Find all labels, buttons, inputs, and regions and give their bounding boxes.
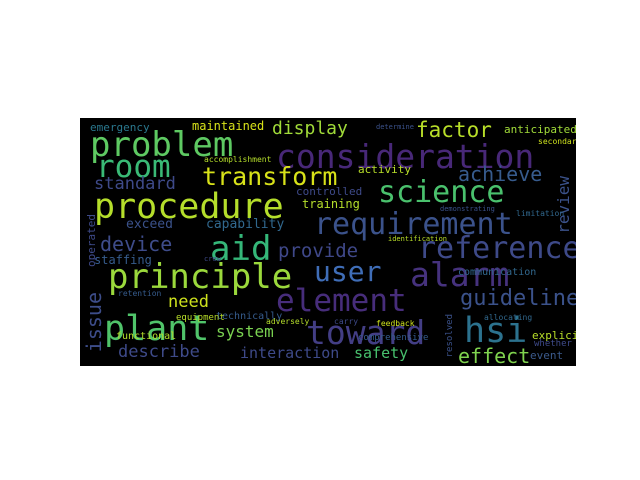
word-adversely: adversely: [266, 317, 310, 326]
word-crew: crew: [204, 255, 221, 263]
word-principle: principle: [108, 257, 293, 297]
word-guideline: guideline: [460, 286, 576, 311]
word-staffing: staffing: [94, 253, 152, 267]
word-science: science: [378, 175, 505, 210]
word-plant: plant: [104, 309, 210, 349]
word-identification: identification: [388, 235, 448, 243]
word-element: element: [276, 283, 407, 319]
word-equipment: equipment: [176, 313, 225, 323]
word-event: event: [530, 349, 564, 362]
word-describe: describe: [118, 342, 200, 362]
word-activity: activity: [358, 163, 411, 176]
word-resolved: resolved: [445, 314, 455, 358]
word-hsi: hsi: [464, 311, 528, 351]
word-feedback: feedback: [376, 319, 415, 328]
word-issue: issue: [82, 292, 106, 353]
word-communication: communication: [458, 267, 537, 278]
word-factor: factor: [416, 118, 492, 142]
word-reference: reference: [418, 231, 576, 266]
word-display: display: [272, 118, 348, 139]
word-whether: whether: [534, 339, 572, 349]
word-device: device: [100, 232, 173, 256]
word-room: room: [96, 149, 171, 185]
word-cloud: consideration problem room transform pro…: [80, 118, 576, 366]
word-demonstrating: demonstrating: [440, 205, 495, 213]
word-maintained: maintained: [192, 119, 265, 133]
word-transform: transform: [202, 162, 338, 191]
word-achieve: achieve: [458, 162, 543, 186]
word-review: review: [554, 176, 573, 234]
word-consideration: consideration: [276, 137, 535, 176]
word-comprehensive: comprehensive: [358, 333, 429, 343]
word-operated: operated: [85, 214, 98, 267]
word-toward: toward: [306, 313, 426, 352]
word-accomplishment: accomplishment: [204, 155, 272, 164]
word-anticipated: anticipated: [504, 123, 576, 136]
word-safety: safety: [354, 344, 409, 362]
word-aid: aid: [210, 229, 272, 269]
word-determine: determine: [376, 123, 414, 131]
word-procedure: procedure: [94, 187, 284, 227]
word-interaction: interaction: [240, 344, 340, 362]
word-capability: capability: [206, 217, 285, 232]
word-provide: provide: [278, 240, 359, 262]
word-user: user: [314, 255, 382, 288]
word-emergency: emergency: [90, 121, 150, 134]
word-standard: standard: [94, 174, 176, 194]
word-allocating: allocating: [484, 313, 533, 322]
word-functional: functional: [116, 331, 177, 342]
word-technically: technically: [216, 311, 283, 322]
word-system: system: [216, 322, 274, 341]
word-alarm: alarm: [410, 255, 510, 294]
word-secondary: secondary: [538, 137, 576, 146]
word-exceed: exceed: [126, 217, 173, 232]
word-need: need: [168, 292, 209, 312]
word-problem: problem: [90, 125, 234, 165]
word-effect: effect: [458, 344, 531, 366]
word-training: training: [302, 197, 360, 211]
word-controlled: controlled: [296, 185, 363, 198]
word-limitation: limitation: [516, 209, 565, 218]
word-carry: carry: [334, 317, 359, 326]
word-requirement: requirement: [314, 207, 513, 242]
word-retention: retention: [118, 289, 162, 298]
